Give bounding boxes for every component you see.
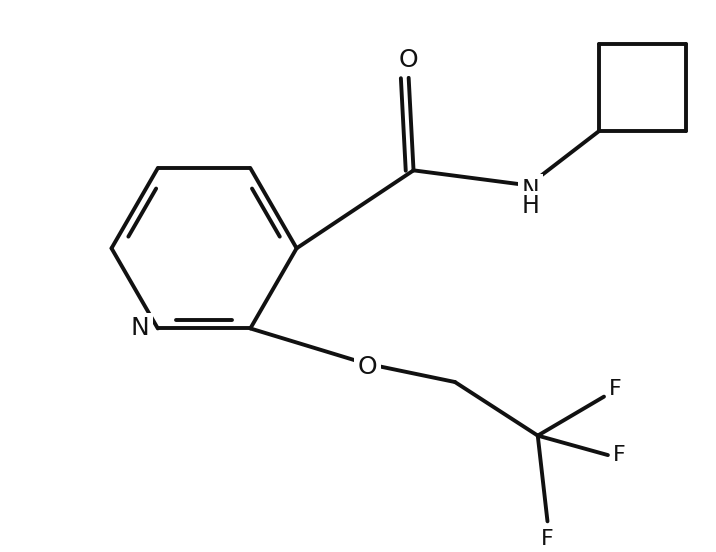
Text: N: N xyxy=(131,316,150,341)
Text: N: N xyxy=(521,178,539,202)
Text: F: F xyxy=(541,529,554,549)
Text: O: O xyxy=(357,355,377,379)
Text: H: H xyxy=(521,194,539,219)
Text: F: F xyxy=(613,445,626,465)
Text: O: O xyxy=(399,48,418,72)
Text: F: F xyxy=(609,379,622,399)
